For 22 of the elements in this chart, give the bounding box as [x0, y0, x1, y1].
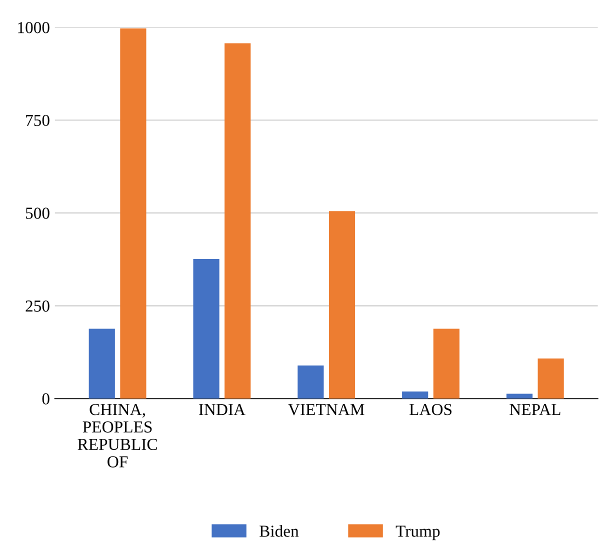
- legend-label: Biden: [260, 525, 299, 537]
- bar: [120, 28, 146, 399]
- x-tick-label: LAOS: [409, 404, 452, 416]
- bar: [328, 211, 356, 399]
- bar: [298, 366, 324, 399]
- x-tick-label: VIETNAM: [288, 404, 364, 416]
- bar: [193, 258, 220, 399]
- y-tick-label: 0: [42, 393, 50, 405]
- legend-label: Trump: [396, 526, 440, 540]
- bar: [88, 328, 115, 399]
- bar: [506, 394, 533, 399]
- bar: [224, 43, 251, 399]
- bar: [538, 358, 564, 399]
- bar: [402, 392, 428, 399]
- x-tick-label: CHINA, PEOPLES REPUBLIC OF: [78, 404, 157, 468]
- x-tick-label: INDIA: [198, 404, 246, 416]
- y-tick-label: 250: [26, 300, 50, 312]
- x-tick-label: NEPAL: [510, 404, 560, 416]
- y-tick-label: 500: [26, 208, 50, 219]
- y-tick-label: 1000: [18, 22, 50, 34]
- bar: [433, 328, 460, 399]
- y-tick-label: 750: [26, 114, 50, 126]
